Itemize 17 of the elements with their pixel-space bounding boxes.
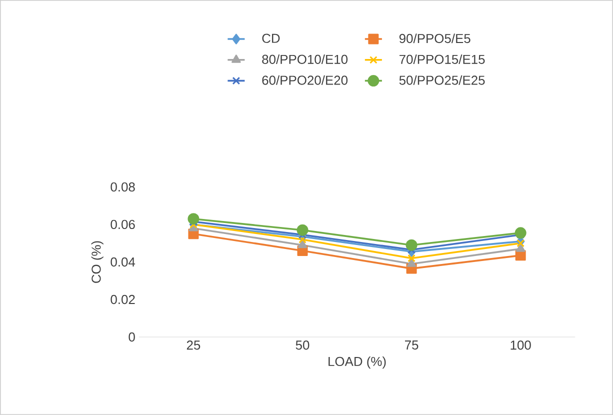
legend-label: 90/PPO5/E5 <box>399 34 470 44</box>
y-tick-label: 0.02 <box>110 294 135 304</box>
legend-label: 60/PPO20/E20 <box>262 75 348 85</box>
x-tick-label: 100 <box>510 340 531 350</box>
y-tick-label: 0.04 <box>110 257 136 267</box>
y-tick-label: 0.08 <box>110 182 135 192</box>
y-axis-title: CO (%) <box>91 241 104 283</box>
legend-label: 50/PPO25/E25 <box>399 75 485 85</box>
y-tick-label: 0.06 <box>110 220 135 230</box>
legend-label: 80/PPO10/E10 <box>262 54 348 64</box>
x-tick-label: 25 <box>186 340 200 350</box>
legend-label: CD <box>262 34 280 43</box>
x-tick-label: 75 <box>405 340 418 350</box>
legend-label: 70/PPO15/E15 <box>400 54 485 64</box>
x-axis-title: LOAD (%) <box>328 356 386 369</box>
y-tick-label: 0 <box>128 332 135 342</box>
x-tick-label: 50 <box>296 340 310 350</box>
